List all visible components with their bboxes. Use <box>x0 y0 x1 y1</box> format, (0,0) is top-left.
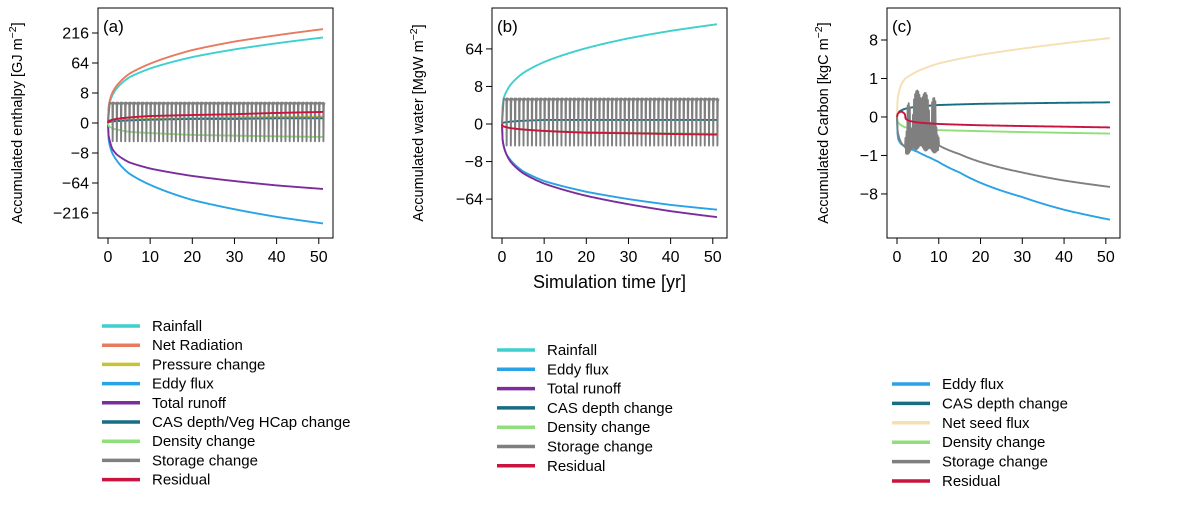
series-line-residual <box>501 123 718 136</box>
panel-label: (b) <box>497 17 518 36</box>
x-tick-label: 50 <box>1097 249 1115 266</box>
x-tick-label: 40 <box>268 249 286 266</box>
y-axis-label: Accumulated Carbon [kgC m−2] <box>813 22 832 223</box>
legend: Rainfall Net Radiation Pressure change Eddy… <box>102 318 350 489</box>
y-tick-label: −1 <box>860 148 878 165</box>
x-tick-label: 10 <box>141 249 159 266</box>
y-tick-label: −8 <box>465 154 483 171</box>
y-tick-label: 8 <box>474 79 483 96</box>
legend-label: Net Radiation <box>152 337 243 354</box>
y-tick-label: −64 <box>62 176 89 193</box>
x-tick-label: 20 <box>577 249 595 266</box>
legend-label: Eddy flux <box>942 376 1004 393</box>
legend-label: CAS depth change <box>942 395 1068 412</box>
series-line-density-change <box>107 122 324 138</box>
series-line-storage-change <box>107 101 326 143</box>
legend-label: Storage change <box>152 452 258 469</box>
legend-label: Eddy flux <box>547 361 609 378</box>
legend-label: Storage change <box>547 439 653 456</box>
legend-label: Net seed flux <box>942 415 1030 432</box>
legend: Eddy flux CAS depth change Net seed flux De… <box>892 376 1068 490</box>
legend-label: Density change <box>942 434 1045 451</box>
y-tick-label: −64 <box>456 192 483 209</box>
y-tick-label: −8 <box>71 146 89 163</box>
y-tick-label: 0 <box>869 109 878 126</box>
legend-label: Residual <box>152 472 210 489</box>
chart-panel-1: 0 10 20 30 40 50 216 64 8 0 −8 −64 −216 (a) Accumulate… <box>7 7 334 266</box>
x-tick-label: 0 <box>104 249 113 266</box>
series-line-rainfall <box>501 23 718 125</box>
plot-frame <box>886 7 1121 239</box>
x-tick-label: 0 <box>893 249 902 266</box>
x-tick-label: 40 <box>1055 249 1073 266</box>
x-tick-label: 0 <box>498 249 507 266</box>
y-tick-label: 8 <box>80 86 89 103</box>
series-line-total-runoff <box>501 123 718 219</box>
legend-label: Eddy flux <box>152 376 214 393</box>
legend-label: Total runoff <box>152 395 227 412</box>
y-tick-label: 64 <box>71 56 89 73</box>
x-tick-label: 10 <box>535 249 553 266</box>
series-line-eddy-flux <box>107 122 324 225</box>
series-line-rainfall <box>107 36 324 124</box>
series-line-residual <box>896 110 1111 129</box>
legend-label: Storage change <box>942 454 1048 471</box>
x-tick-label: 30 <box>226 249 244 266</box>
panel-label: (c) <box>892 17 912 36</box>
y-tick-label: 8 <box>869 32 878 49</box>
series-line-net-seed-flux <box>896 37 1111 118</box>
x-tick-label: 50 <box>704 249 722 266</box>
x-tick-label: 40 <box>662 249 680 266</box>
y-tick-label: 216 <box>62 26 89 43</box>
legend-label: Residual <box>942 473 1000 490</box>
series-line-cas-depth-change <box>501 119 718 125</box>
x-tick-label: 30 <box>620 249 638 266</box>
y-tick-label: 64 <box>465 41 483 58</box>
series-line-net-radiation <box>107 28 324 124</box>
y-tick-label: 1 <box>869 71 878 88</box>
x-tick-label: 20 <box>972 249 990 266</box>
legend-label: CAS depth/Veg HCap change <box>152 414 350 431</box>
series-line-cas-depth-veg-hcap-change <box>107 117 324 124</box>
legend: Rainfall Eddy flux Total runoff CAS depth c… <box>497 342 673 475</box>
y-tick-label: −8 <box>860 186 878 203</box>
series-line-storage-change <box>501 97 720 147</box>
chart-panel-2: 0 10 20 30 40 50 64 8 0 −8 −64 (b) Accumulated water… <box>408 7 728 292</box>
plot-frame <box>491 7 728 239</box>
y-tick-label: 0 <box>80 116 89 133</box>
x-tick-label: 10 <box>930 249 948 266</box>
legend-label: Density change <box>547 419 650 436</box>
legend-label: Density change <box>152 433 255 450</box>
panel-label: (a) <box>103 17 124 36</box>
legend-label: Pressure change <box>152 356 265 373</box>
x-tick-label: 20 <box>183 249 201 266</box>
x-axis-label: Simulation time [yr] <box>533 272 686 292</box>
legend-label: CAS depth change <box>547 400 673 417</box>
y-axis-label: Accumulated enthalpy [GJ m−2] <box>7 22 26 223</box>
y-tick-label: 0 <box>474 117 483 134</box>
series-line-storage-change <box>896 89 1111 188</box>
series-line-residual <box>107 111 324 124</box>
series-line-eddy-flux <box>896 116 1111 221</box>
y-tick-label: −216 <box>53 206 89 223</box>
legend-label: Rainfall <box>152 318 202 335</box>
legend-label: Residual <box>547 458 605 475</box>
series-line-eddy-flux <box>501 123 718 211</box>
legend-label: Total runoff <box>547 381 622 398</box>
y-axis-label: Accumulated water [MgW m−2] <box>408 24 427 221</box>
x-tick-label: 50 <box>310 249 328 266</box>
series-line-total-runoff <box>107 122 324 190</box>
x-tick-label: 30 <box>1013 249 1031 266</box>
legend-label: Rainfall <box>547 342 597 359</box>
